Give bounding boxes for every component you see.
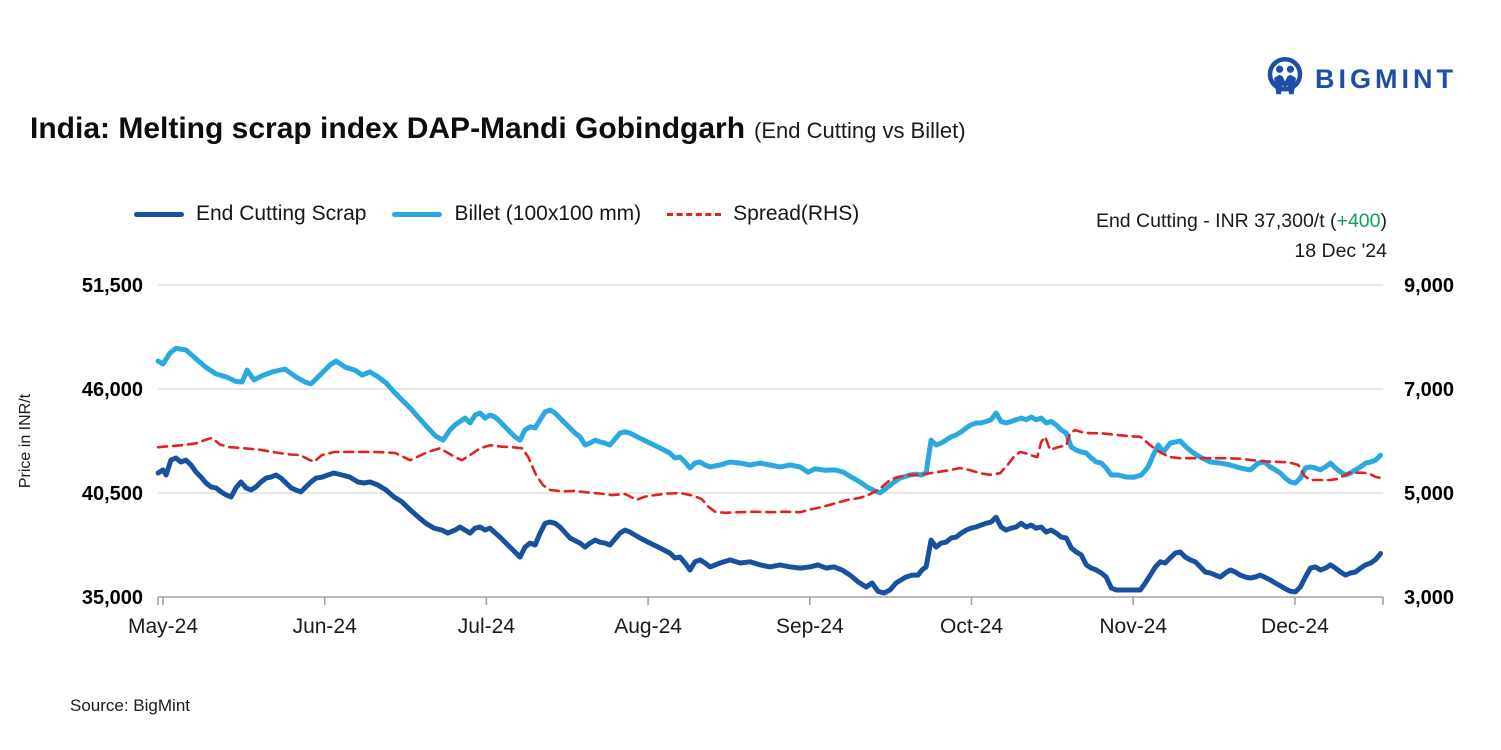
right-axis-tick-label: 5,000 xyxy=(1404,483,1454,505)
price-change-value: +400 xyxy=(1336,210,1381,232)
left-axis-tick-label: 51,500 xyxy=(82,275,143,297)
x-axis-tick-label: Oct-24 xyxy=(940,615,1003,638)
source-note: Source: BigMint xyxy=(70,696,190,715)
latest-price-line: End Cutting - INR 37,300/t (+400) xyxy=(1095,210,1387,232)
legend-item-spread: Spread(RHS) xyxy=(667,202,859,226)
legend-label: End Cutting Scrap xyxy=(196,202,367,225)
page-title: India: Melting scrap index DAP-Mandi Gob… xyxy=(30,112,966,146)
legend-label: Spread(RHS) xyxy=(733,202,860,225)
series-line-end-cutting-scrap xyxy=(155,455,1384,596)
series-line-spread-rhs- xyxy=(156,428,1382,515)
x-axis-tick-label: Jun-24 xyxy=(293,615,358,638)
right-axis-tick-label: 3,000 xyxy=(1404,587,1454,609)
series-line-billet-100x100-mm- xyxy=(155,345,1384,496)
x-axis-tick-label: Aug-24 xyxy=(614,615,682,638)
legend-label: Billet (100x100 mm) xyxy=(454,202,642,225)
legend-item-end-cutting: End Cutting Scrap xyxy=(134,202,366,226)
spread-line-swatch xyxy=(667,212,722,216)
legend-item-billet: Billet (100x100 mm) xyxy=(392,202,641,226)
x-axis-tick-label: Jul-24 xyxy=(458,615,516,638)
left-axis-tick-label: 46,000 xyxy=(82,379,143,401)
bigmint-logo-icon xyxy=(1265,55,1305,104)
x-axis-tick-label: May-24 xyxy=(128,615,198,638)
right-axis-tick-label: 7,000 xyxy=(1404,379,1454,401)
right-axis-tick-label: 9,000 xyxy=(1404,275,1454,297)
brand-name: BIGMINT xyxy=(1315,64,1457,94)
billet-line-swatch xyxy=(392,211,443,217)
latest-price-annotation: End Cutting - INR 37,300/t (+400) 18 Dec… xyxy=(1096,206,1387,266)
left-axis-tick-label: 40,500 xyxy=(82,483,143,505)
chart-title: India: Melting scrap index DAP-Mandi Gob… xyxy=(30,112,746,145)
x-axis-tick-label: Dec-24 xyxy=(1261,615,1329,638)
annotation-date: 18 Dec '24 xyxy=(1294,240,1387,262)
left-axis-tick-label: 35,000 xyxy=(82,587,143,609)
end-cutting-line-swatch xyxy=(134,211,184,217)
x-axis-tick-label: Sep-24 xyxy=(776,615,844,638)
bigmint-logo: BIGMINT xyxy=(1265,55,1457,104)
x-axis-tick-label: Nov-24 xyxy=(1099,615,1167,638)
legend: End Cutting Scrap Billet (100x100 mm) Sp… xyxy=(134,202,859,226)
chart-subtitle: (End Cutting vs Billet) xyxy=(754,118,966,143)
y-axis-title: Price in INR/t xyxy=(17,393,34,488)
